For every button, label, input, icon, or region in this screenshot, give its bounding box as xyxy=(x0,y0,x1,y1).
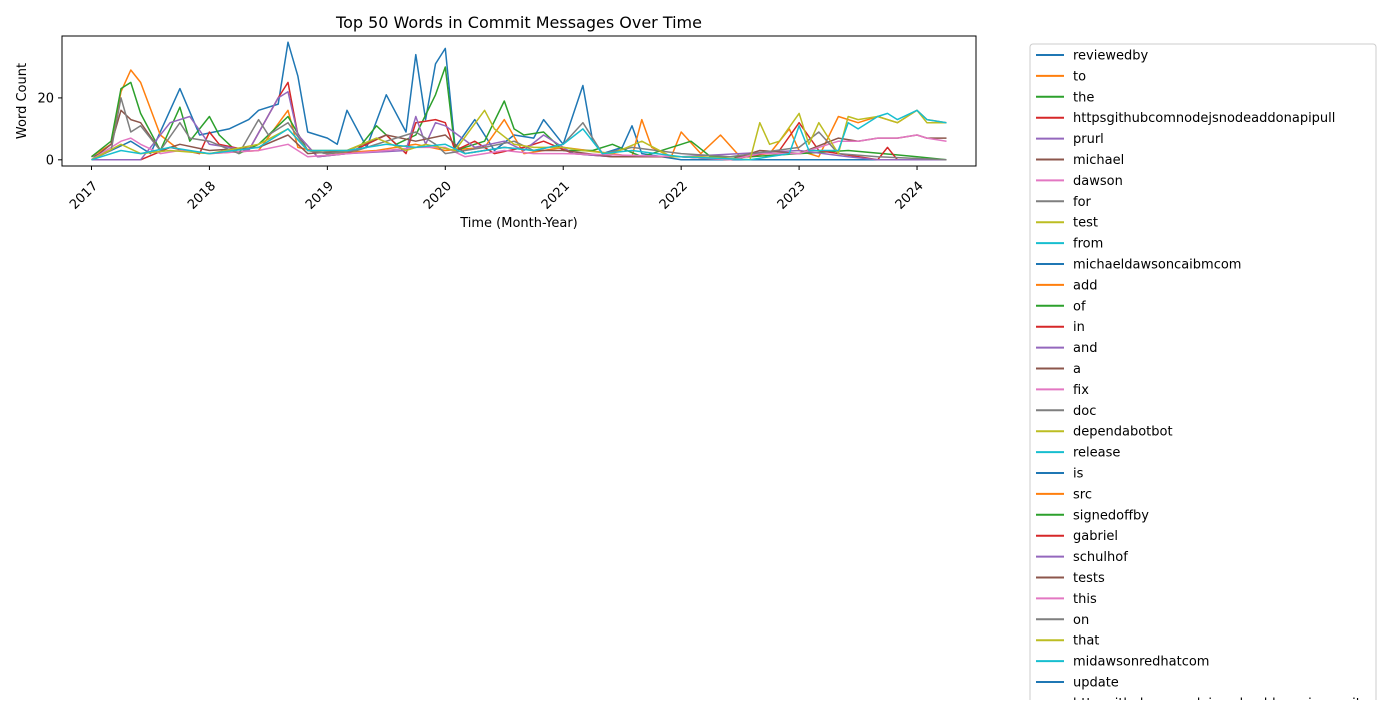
x-tick-label: 2019 xyxy=(303,179,337,213)
legend-label: httpsgithubcomnodejsnodeaddonapicommit xyxy=(1073,696,1361,700)
legend-label: release xyxy=(1073,446,1120,461)
legend-label: tests xyxy=(1073,571,1105,586)
x-tick-label: 2021 xyxy=(539,179,573,213)
legend-item-prurl: prurl xyxy=(1036,132,1104,147)
legend-item-fix: fix xyxy=(1036,383,1089,398)
legend-item-httpsgithubcomnodejsnodeaddonapicommit: httpsgithubcomnodejsnodeaddonapicommit xyxy=(1036,696,1361,704)
legend-item-src: src xyxy=(1036,487,1092,502)
series-line-the xyxy=(91,66,947,161)
legend-label: is xyxy=(1073,467,1084,482)
series-line-for xyxy=(91,97,947,161)
legend-item-in: in xyxy=(1036,320,1085,335)
legend-label: michael xyxy=(1073,153,1124,168)
x-tick-label: 2022 xyxy=(657,179,691,213)
legend-label: this xyxy=(1073,592,1097,607)
legend-label: the xyxy=(1073,90,1094,105)
legend-item-tests: tests xyxy=(1036,571,1105,586)
legend-item-dependabotbot: dependabotbot xyxy=(1036,425,1173,440)
plot-frame xyxy=(61,35,977,167)
legend-label: a xyxy=(1073,362,1081,377)
legend-label: on xyxy=(1073,613,1089,628)
legend-item-from: from xyxy=(1036,237,1103,252)
legend-item-michaeldawsoncaibmcom: michaeldawsoncaibmcom xyxy=(1036,258,1241,273)
legend-item-add: add xyxy=(1036,278,1097,293)
x-tick-label: 2024 xyxy=(893,179,927,213)
legend-item-doc: doc xyxy=(1036,404,1096,419)
series-line-httpsgithubcomnodejsnodeaddonapipull xyxy=(91,81,947,161)
legend-item-that: that xyxy=(1036,634,1099,649)
legend-item-is: is xyxy=(1036,467,1084,482)
legend-item-of: of xyxy=(1036,299,1086,314)
legend-label: prurl xyxy=(1073,132,1104,147)
legend-label: for xyxy=(1073,195,1092,210)
legend-label: to xyxy=(1073,69,1086,84)
legend-label: that xyxy=(1073,634,1099,649)
legend-label: of xyxy=(1073,299,1086,314)
x-axis-label: Time (Month-Year) xyxy=(459,216,578,231)
legend-label: test xyxy=(1073,216,1098,231)
legend-label: in xyxy=(1073,320,1085,335)
x-tick-label: 2020 xyxy=(421,179,455,213)
legend-label: from xyxy=(1073,237,1103,252)
legend-item-schulhof: schulhof xyxy=(1036,550,1128,565)
legend-label: gabriel xyxy=(1073,529,1118,544)
legend-label: schulhof xyxy=(1073,550,1128,565)
y-tick-label: 0 xyxy=(46,153,54,168)
y-axis-label: Word Count xyxy=(15,63,30,139)
legend-label: fix xyxy=(1073,383,1089,398)
legend-item-test: test xyxy=(1036,216,1098,231)
legend-item-gabriel: gabriel xyxy=(1036,529,1118,544)
legend-label: michaeldawsoncaibmcom xyxy=(1073,258,1241,273)
legend-label: dependabotbot xyxy=(1073,425,1173,440)
x-axis: 2017 2018 2019 2020 2021 2022 2023 2024 xyxy=(67,166,927,213)
legend-label: reviewedby xyxy=(1073,49,1148,64)
legend-label: httpsgithubcomnodejsnodeaddonapipull xyxy=(1073,111,1335,126)
legend-item-michael: michael xyxy=(1036,153,1124,168)
legend-label: doc xyxy=(1073,404,1096,419)
legend-label: add xyxy=(1073,278,1097,293)
chart-title: Top 50 Words in Commit Messages Over Tim… xyxy=(335,13,702,32)
legend-item-this: this xyxy=(1036,592,1097,607)
legend-label: dawson xyxy=(1073,174,1123,189)
series-line-reviewedby xyxy=(91,41,937,161)
legend-label: midawsonredhatcom xyxy=(1073,655,1209,670)
y-axis: 0 20 xyxy=(37,91,62,168)
y-tick-label: 20 xyxy=(37,91,54,106)
legend-label: src xyxy=(1073,487,1092,502)
legend-item-the: the xyxy=(1036,90,1094,105)
plot-lines xyxy=(91,41,947,161)
legend-item-release: release xyxy=(1036,446,1120,461)
legend: reviewedby to the httpsgithubcomnodejsnodea… xyxy=(1029,43,1377,704)
legend-item-dawson: dawson xyxy=(1036,174,1123,189)
legend-item-for: for xyxy=(1036,195,1092,210)
legend-label: and xyxy=(1073,341,1097,356)
x-tick-label: 2023 xyxy=(775,179,809,213)
legend-item-a: a xyxy=(1036,362,1081,377)
legend-item-httpsgithubcomnodejsnodeaddonapipull: httpsgithubcomnodejsnodeaddonapipull xyxy=(1036,111,1335,126)
legend-item-and: and xyxy=(1036,341,1097,356)
legend-item-signedoffby: signedoffby xyxy=(1036,508,1149,523)
legend-item-to: to xyxy=(1036,69,1086,84)
legend-item-reviewedby: reviewedby xyxy=(1036,49,1148,64)
x-tick-label: 2018 xyxy=(185,179,219,213)
legend-label: signedoffby xyxy=(1073,508,1149,523)
legend-label: update xyxy=(1073,676,1119,691)
x-tick-label: 2017 xyxy=(67,179,101,213)
legend-frame xyxy=(1029,43,1377,704)
series-line-from xyxy=(91,109,947,161)
legend-item-midawsonredhatcom: midawsonredhatcom xyxy=(1036,655,1209,670)
legend-item-on: on xyxy=(1036,613,1089,628)
legend-item-update: update xyxy=(1036,676,1119,691)
